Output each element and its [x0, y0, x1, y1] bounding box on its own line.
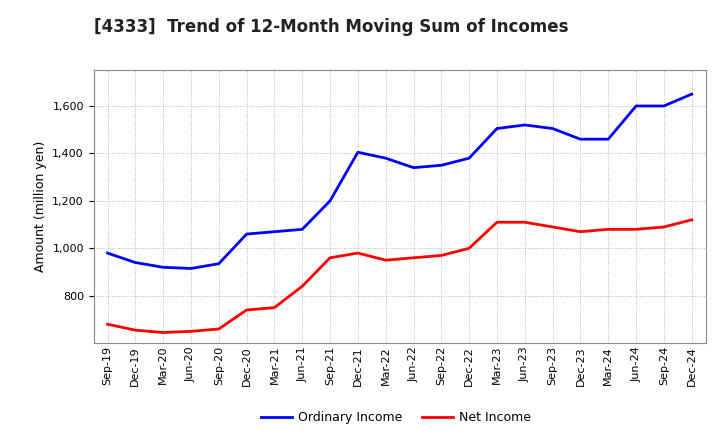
Y-axis label: Amount (million yen): Amount (million yen) [34, 141, 47, 272]
Ordinary Income [576, 136, 585, 142]
Ordinary Income [131, 260, 140, 265]
Net Income [270, 305, 279, 310]
Ordinary Income [325, 198, 334, 204]
Net Income [409, 255, 418, 260]
Net Income [354, 250, 362, 256]
Line: Net Income: Net Income [107, 220, 692, 333]
Ordinary Income [437, 163, 446, 168]
Ordinary Income [409, 165, 418, 170]
Line: Ordinary Income: Ordinary Income [107, 94, 692, 268]
Net Income [465, 246, 474, 251]
Net Income [186, 329, 195, 334]
Net Income [492, 220, 501, 225]
Ordinary Income [159, 264, 168, 270]
Legend: Ordinary Income, Net Income: Ordinary Income, Net Income [256, 407, 536, 429]
Net Income [604, 227, 613, 232]
Net Income [382, 257, 390, 263]
Ordinary Income [521, 122, 529, 128]
Ordinary Income [298, 227, 307, 232]
Net Income [437, 253, 446, 258]
Ordinary Income [242, 231, 251, 237]
Net Income [660, 224, 668, 230]
Net Income [298, 284, 307, 289]
Net Income [215, 326, 223, 332]
Ordinary Income [492, 126, 501, 131]
Net Income [521, 220, 529, 225]
Ordinary Income [354, 150, 362, 155]
Ordinary Income [215, 261, 223, 266]
Ordinary Income [604, 136, 613, 142]
Net Income [688, 217, 696, 223]
Net Income [103, 322, 112, 327]
Ordinary Income [631, 103, 640, 109]
Ordinary Income [549, 126, 557, 131]
Net Income [159, 330, 168, 335]
Net Income [549, 224, 557, 230]
Ordinary Income [186, 266, 195, 271]
Net Income [631, 227, 640, 232]
Ordinary Income [382, 155, 390, 161]
Net Income [576, 229, 585, 235]
Net Income [325, 255, 334, 260]
Net Income [131, 327, 140, 333]
Net Income [242, 308, 251, 313]
Ordinary Income [688, 92, 696, 97]
Ordinary Income [270, 229, 279, 235]
Ordinary Income [660, 103, 668, 109]
Text: [4333]  Trend of 12-Month Moving Sum of Incomes: [4333] Trend of 12-Month Moving Sum of I… [94, 18, 568, 36]
Ordinary Income [103, 250, 112, 256]
Ordinary Income [465, 155, 474, 161]
